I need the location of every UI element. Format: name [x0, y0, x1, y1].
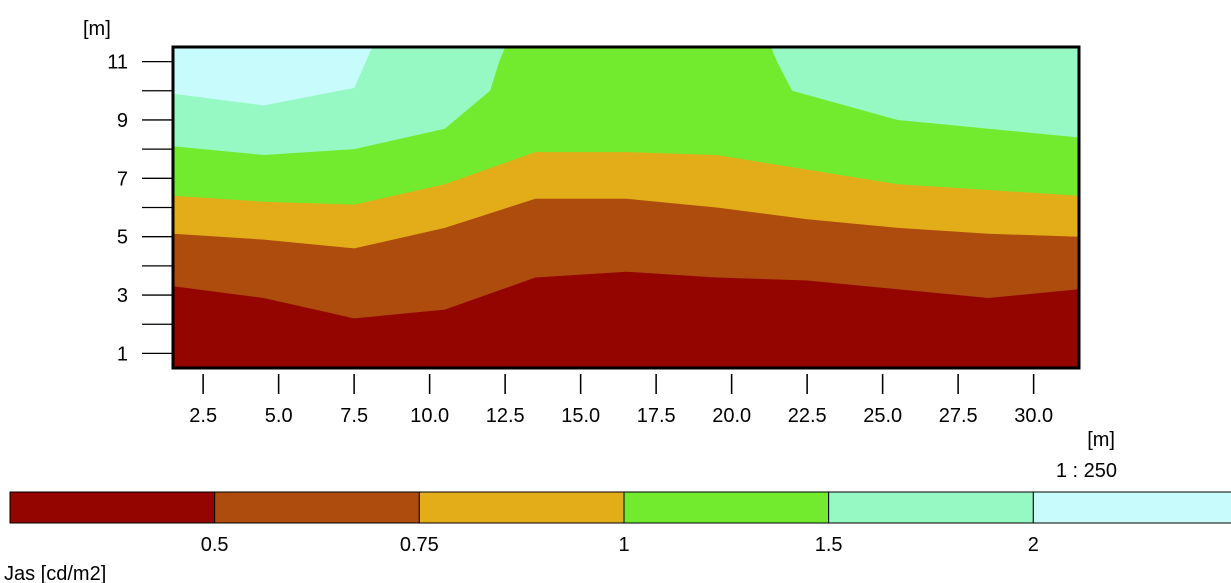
- x-tick-label: 7.5: [340, 405, 368, 427]
- x-tick-label: 30.0: [1014, 405, 1053, 427]
- x-tick-label: 15.0: [561, 405, 600, 427]
- legend-swatch: [1032, 491, 1231, 524]
- scale-label: 1 : 250: [1056, 460, 1117, 482]
- x-tick-label: 25.0: [863, 405, 902, 427]
- x-tick-label: 22.5: [788, 405, 827, 427]
- legend-swatch: [418, 491, 625, 524]
- legend-swatch: [9, 491, 216, 524]
- y-tick-label: 5: [117, 227, 128, 249]
- legend-level-label: 2: [1028, 534, 1039, 556]
- y-tick-label: 9: [117, 110, 128, 132]
- axes: 1 3 5 7 9 11 2.5 5.0 7.5 10.0 12.5 15.0 17.5 20.0 22.5…: [107, 52, 1053, 427]
- legend-swatch: [623, 491, 830, 524]
- legend-level-label: 0.75: [400, 534, 439, 556]
- band-fill-below-0.5: [173, 271, 1079, 368]
- contour-bands: [173, 47, 1079, 368]
- legend-level-label: 1.5: [815, 534, 843, 556]
- y-tick-label: 7: [117, 168, 128, 190]
- color-legend: 0.5 0.75 1 1.5 2: [9, 491, 1231, 556]
- legend-swatch: [828, 491, 1034, 524]
- y-tick-label: 1: [117, 343, 128, 365]
- x-tick-label: 27.5: [939, 405, 978, 427]
- x-tick-label: 5.0: [265, 405, 293, 427]
- x-tick-label: 12.5: [486, 405, 525, 427]
- y-tick-label: 11: [107, 52, 128, 74]
- x-tick-label: 2.5: [189, 405, 217, 427]
- legend-level-label: 1: [618, 534, 629, 556]
- x-tick-label: 10.0: [410, 405, 449, 427]
- y-axis-unit: [m]: [83, 18, 111, 40]
- legend-title: Jas [cd/m2]: [4, 563, 106, 583]
- legend-swatch: [214, 491, 420, 524]
- x-tick-label: 17.5: [637, 405, 676, 427]
- x-axis-unit: [m]: [1087, 429, 1115, 451]
- legend-level-label: 0.5: [201, 534, 229, 556]
- x-tick-label: 20.0: [712, 405, 751, 427]
- y-tick-label: 3: [117, 285, 128, 307]
